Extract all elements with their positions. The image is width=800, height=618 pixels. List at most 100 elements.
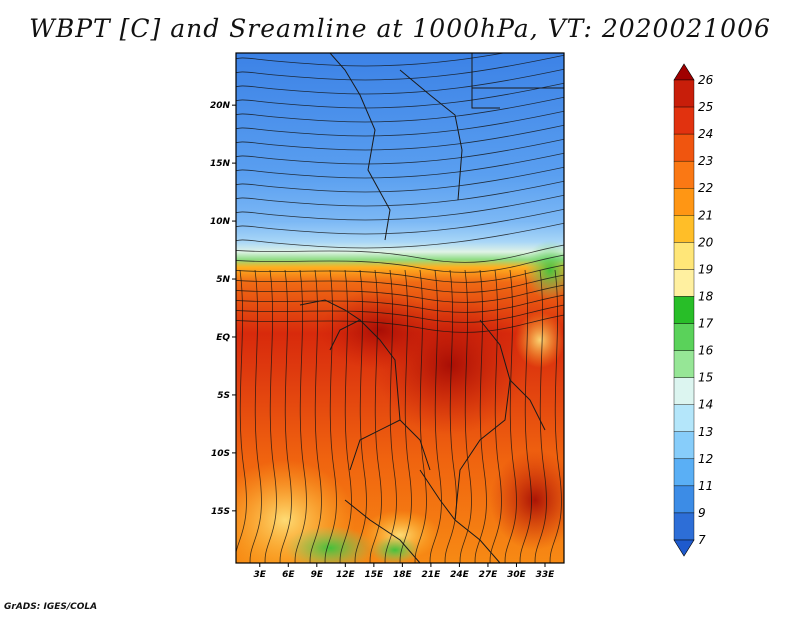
- colorbar-label: 13: [698, 425, 713, 439]
- chart-title: WBPT [C] and Sreamline at 1000hPa, VT: 2…: [29, 14, 771, 43]
- colorbar-min-arrow: [673, 539, 695, 557]
- lat-tick-label: 10S: [211, 449, 230, 459]
- colorbar-label: 20: [698, 235, 714, 249]
- colorbar-swatch: [673, 485, 695, 514]
- colorbar-swatch: [673, 133, 695, 162]
- streamline: [236, 96, 564, 123]
- lat-tick-label: 15N: [210, 159, 231, 169]
- lon-tick-label: 33E: [536, 570, 556, 580]
- colorbar-label: 23: [698, 154, 713, 168]
- colorbar-label: 12: [698, 452, 713, 466]
- streamline: [236, 166, 564, 193]
- streamline: [236, 68, 564, 95]
- colorbar-swatch: [673, 512, 695, 541]
- colorbar-label: 22: [698, 181, 713, 195]
- lat-tick-label: 5N: [216, 275, 230, 285]
- colorbar-label: 24: [698, 127, 713, 141]
- streamline: [236, 269, 247, 555]
- streamlines: [236, 53, 564, 563]
- streamline: [534, 269, 547, 563]
- streamline: [236, 138, 564, 165]
- colorbar-swatch: [673, 188, 695, 216]
- colorbar-swatch: [673, 404, 695, 432]
- colorbar-swatch: [673, 458, 695, 487]
- lat-tick-label: 15S: [211, 507, 230, 517]
- footer-credit: GrADS: IGES/COLA: [4, 602, 98, 612]
- colorbar-swatch: [673, 269, 695, 297]
- colorbar-label: 9: [698, 506, 706, 520]
- streamline: [504, 269, 517, 563]
- streamline: [279, 269, 292, 563]
- lon-tick-label: 3E: [254, 570, 267, 580]
- colorbar-label: 15: [698, 371, 713, 385]
- colorbar-label: 17: [698, 317, 714, 331]
- streamline: [236, 254, 564, 273]
- colorbar-swatch: [673, 242, 695, 270]
- streamline: [399, 269, 412, 563]
- colorbar-swatch: [673, 296, 695, 324]
- streamline: [236, 314, 564, 333]
- streamline: [549, 269, 562, 563]
- colorbar-swatch: [673, 215, 695, 243]
- colorbar-label: 11: [698, 479, 713, 493]
- colorbar-swatch: [673, 350, 695, 378]
- streamline: [236, 180, 564, 207]
- colorbar-swatch: [673, 79, 695, 108]
- lat-tick-label: EQ: [216, 333, 230, 343]
- streamline: [236, 194, 564, 221]
- lon-tick-label: 15E: [365, 570, 385, 580]
- streamline: [384, 269, 397, 563]
- streamline: [519, 269, 532, 563]
- streamline: [236, 110, 564, 137]
- colorbar-label: 26: [698, 73, 714, 87]
- streamline: [236, 208, 564, 235]
- streamline: [236, 294, 564, 313]
- lat-tick-label: 5S: [217, 391, 230, 401]
- streamline: [489, 269, 502, 563]
- wbpt-shaded-field: [236, 53, 564, 563]
- lon-tick-label: 18E: [393, 570, 413, 580]
- colorbar-label: 25: [698, 100, 713, 114]
- map-frame-border: [235, 52, 565, 564]
- streamline: [236, 274, 564, 293]
- streamline: [324, 269, 337, 563]
- colorbar-label: 18: [698, 289, 714, 303]
- streamline: [294, 269, 307, 563]
- streamline: [369, 269, 382, 563]
- colorbar-label: 19: [698, 262, 713, 276]
- colorbar-swatch: [673, 106, 695, 135]
- streamline: [249, 269, 262, 563]
- colorbar-swatch: [673, 377, 695, 405]
- lon-tick-label: 6E: [282, 570, 295, 580]
- colorbar-swatch: [673, 431, 695, 460]
- streamline: [264, 269, 277, 563]
- streamline: [236, 264, 564, 283]
- colorbar-label: 21: [698, 208, 713, 222]
- colorbar-max-arrow: [673, 63, 695, 81]
- longitude-axis: 3E 6E 9E 12E 15E 18E 21E 24E 27E 30E 33E: [254, 563, 556, 580]
- streamline: [236, 222, 564, 249]
- streamline: [236, 152, 564, 179]
- lon-tick-label: 30E: [507, 570, 527, 580]
- colorbar-swatch: [673, 323, 695, 351]
- streamline: [236, 54, 564, 81]
- lon-tick-label: 24E: [450, 570, 470, 580]
- streamline: [236, 244, 564, 263]
- streamline: [414, 269, 427, 563]
- streamline: [236, 284, 564, 303]
- lat-tick-label: 20N: [210, 101, 231, 111]
- colorbar-swatch: [673, 160, 695, 189]
- streamline: [236, 53, 507, 67]
- streamline: [309, 269, 322, 563]
- lon-tick-label: 27E: [479, 570, 499, 580]
- latitude-axis: 20N 15N 10N 5N EQ 5S 10S 15S: [210, 101, 236, 517]
- colorbar-label: 16: [698, 344, 714, 358]
- colorbar-label: 7: [698, 533, 706, 547]
- country-borders: [299, 53, 564, 563]
- streamline: [339, 269, 352, 563]
- streamline: [236, 304, 564, 323]
- lon-tick-label: 21E: [422, 570, 442, 580]
- streamline: [474, 269, 487, 563]
